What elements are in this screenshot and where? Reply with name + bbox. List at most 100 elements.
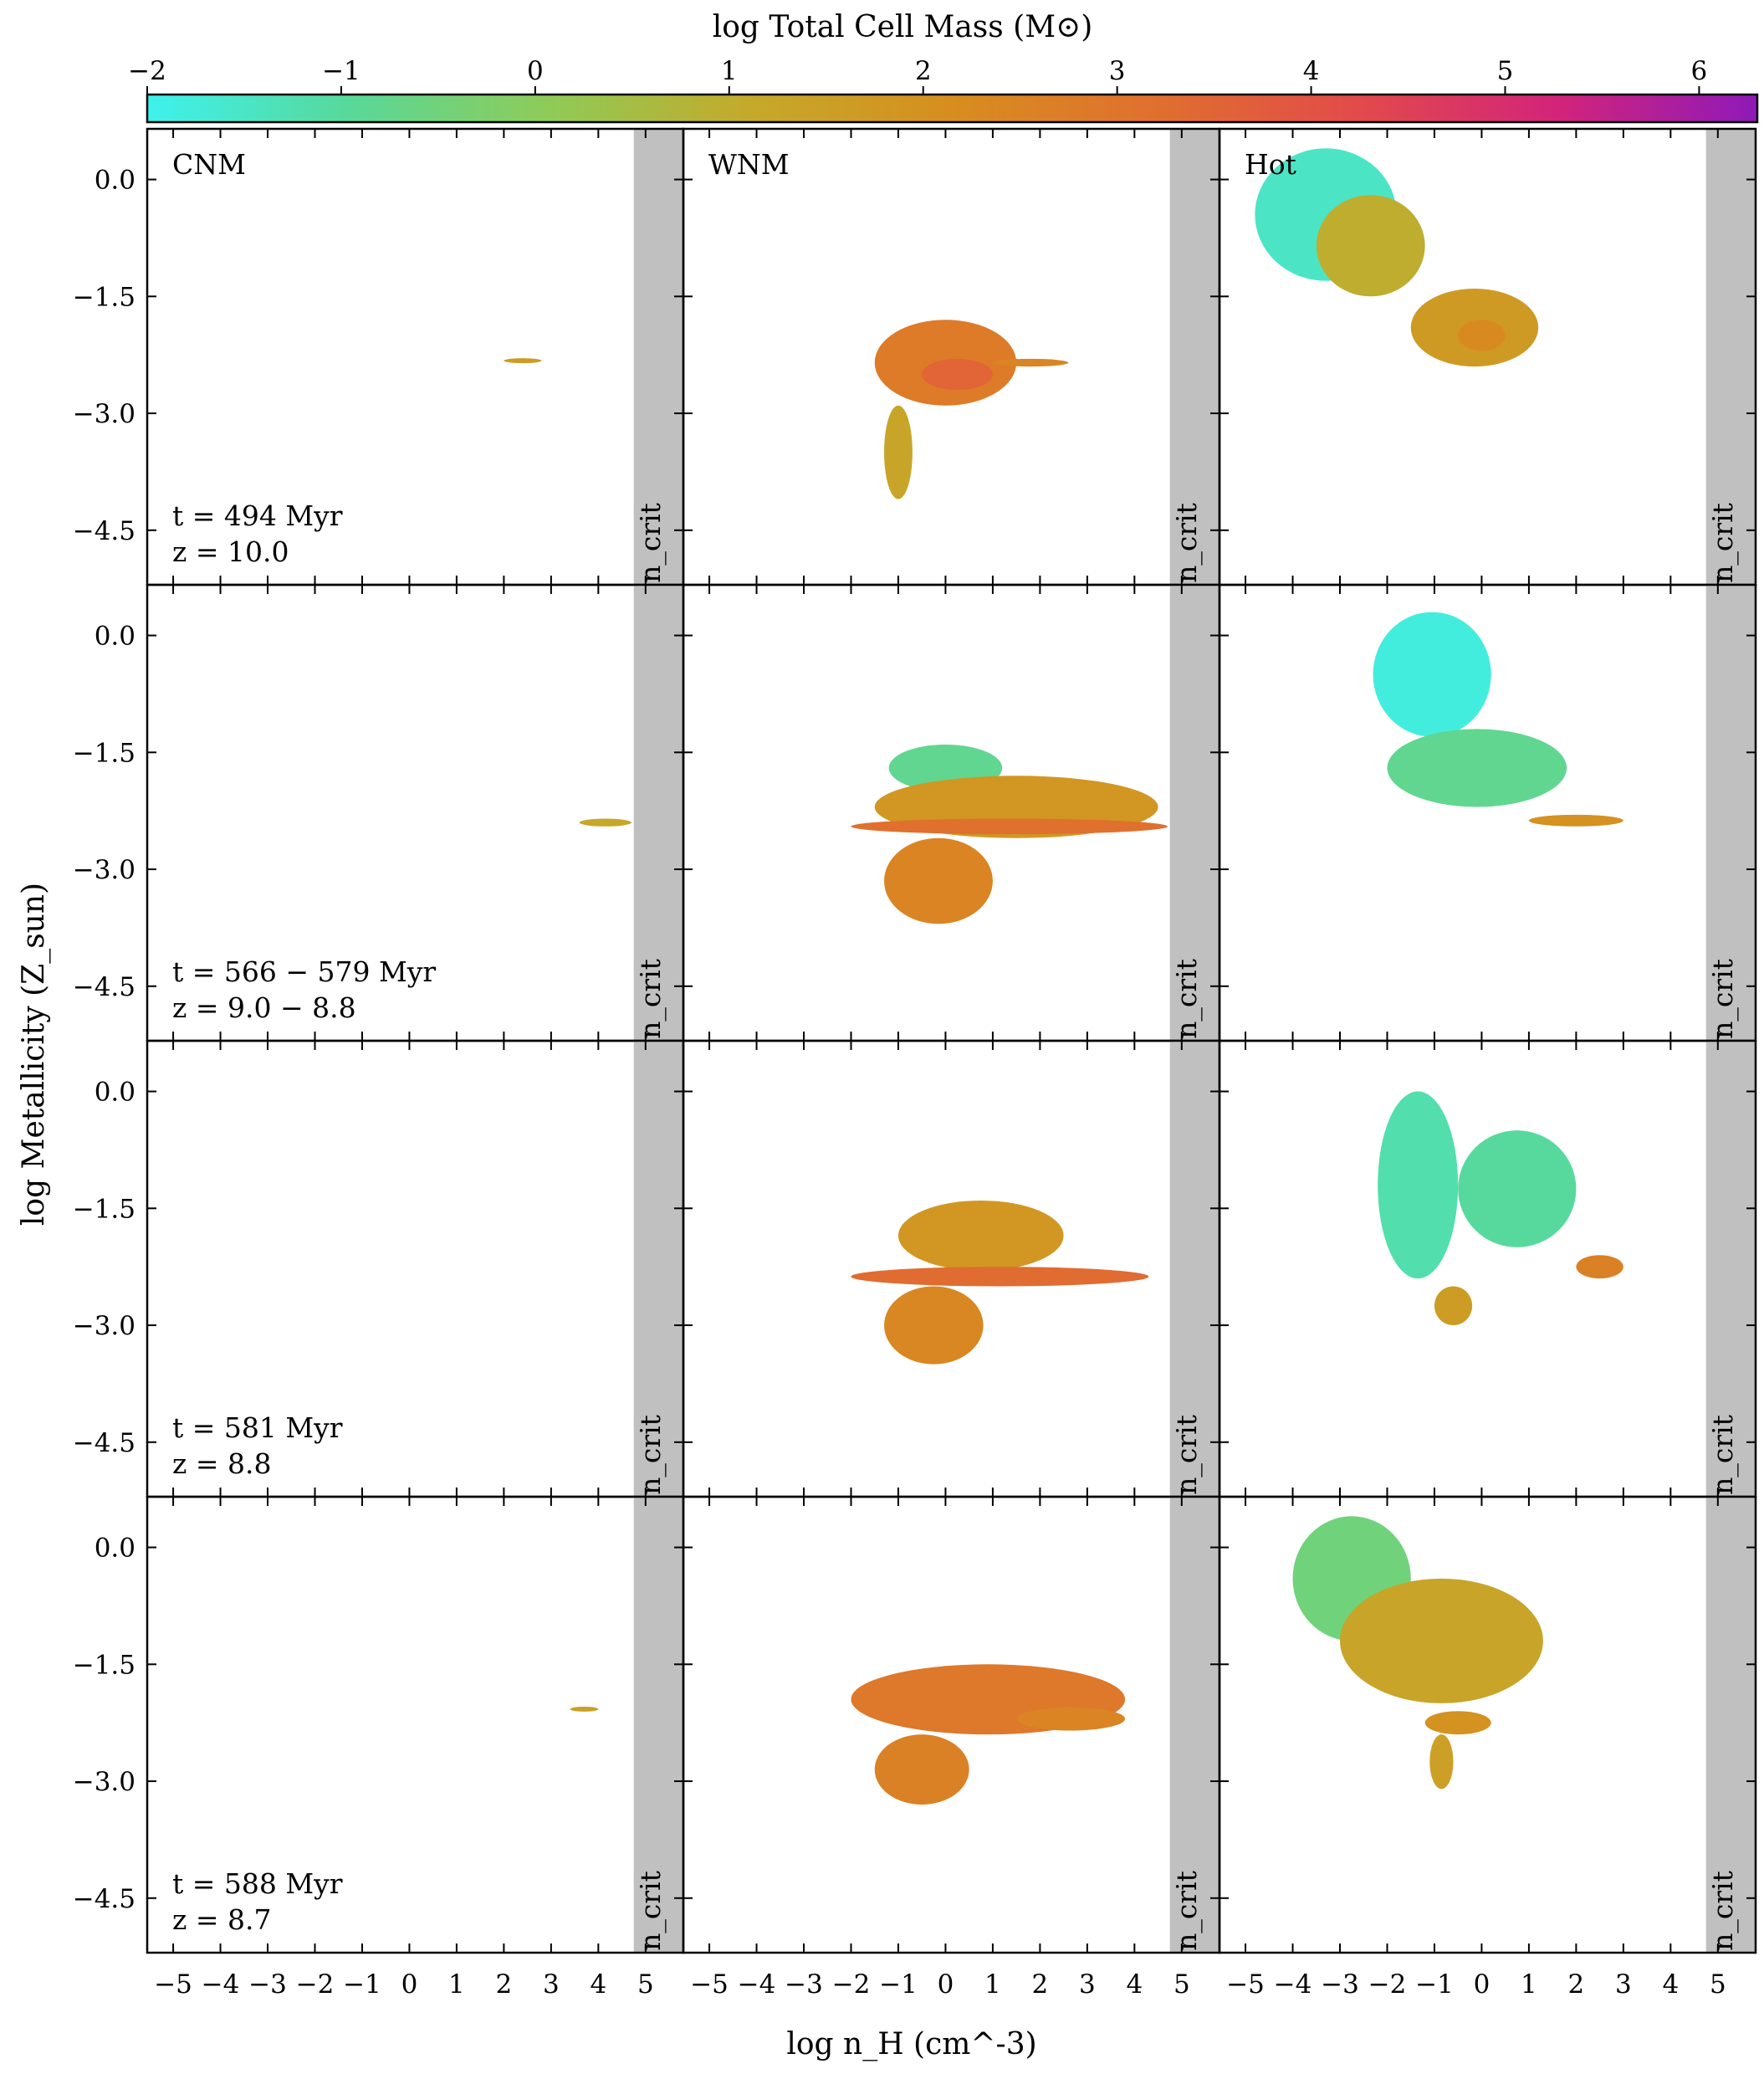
x-tick-label: −4 bbox=[1274, 1969, 1312, 2000]
ncrit-band bbox=[633, 1041, 683, 1497]
x-tick-label: 2 bbox=[1032, 1969, 1049, 2000]
ncrit-label: n_crit bbox=[634, 503, 667, 583]
column-label-wnm: WNM bbox=[708, 148, 790, 181]
y-tick-label: −3.0 bbox=[73, 1311, 135, 1341]
y-tick-label: −3.0 bbox=[73, 855, 135, 885]
x-tick-label: −5 bbox=[690, 1969, 729, 2000]
mass-patch bbox=[1424, 1711, 1491, 1735]
colorbar-tick-label: 5 bbox=[1497, 56, 1514, 86]
mass-patch bbox=[1387, 729, 1567, 807]
x-tick-label: 2 bbox=[1568, 1969, 1585, 2000]
column-label-cnm: CNM bbox=[172, 148, 246, 181]
panel-hot-row3: n_crit bbox=[1218, 1039, 1757, 1498]
x-tick-label: −1 bbox=[1415, 1969, 1454, 2000]
ncrit-band bbox=[1705, 585, 1756, 1041]
colorbar-tick-label: 4 bbox=[1303, 56, 1320, 86]
x-tick-label: −2 bbox=[296, 1969, 335, 2000]
colorbar-tick-label: 0 bbox=[527, 56, 544, 86]
x-tick-label: −1 bbox=[343, 1969, 381, 2000]
time-label: t = 566 − 579 Myr bbox=[172, 955, 436, 988]
x-tick-label: −2 bbox=[832, 1969, 871, 2000]
x-tick-label: −3 bbox=[1321, 1969, 1359, 2000]
x-tick-label: 5 bbox=[1710, 1969, 1726, 2000]
ncrit-label: n_crit bbox=[1170, 1415, 1204, 1495]
ncrit-label: n_crit bbox=[634, 1415, 667, 1495]
x-tick-label: −5 bbox=[1226, 1969, 1265, 2000]
ncrit-band bbox=[633, 585, 683, 1041]
x-tick-label: 3 bbox=[1615, 1969, 1632, 2000]
x-tick-label: 4 bbox=[1662, 1969, 1679, 2000]
y-tick-label: −4.5 bbox=[73, 516, 135, 546]
ncrit-band bbox=[1169, 129, 1219, 585]
x-tick-label: −1 bbox=[879, 1969, 918, 2000]
mass-patch bbox=[1340, 1578, 1543, 1703]
panel-frame bbox=[1218, 1495, 1757, 1954]
x-tick-label: 4 bbox=[1126, 1969, 1143, 2000]
x-tick-label: 5 bbox=[1173, 1969, 1190, 2000]
x-tick-label: 1 bbox=[1521, 1969, 1537, 2000]
mass-patch bbox=[1378, 1091, 1459, 1279]
ncrit-band bbox=[1169, 585, 1219, 1041]
ncrit-label: n_crit bbox=[634, 1871, 667, 1951]
mass-patch bbox=[851, 818, 1168, 835]
redshift-label: z = 10.0 bbox=[172, 535, 289, 568]
mass-patch bbox=[1316, 195, 1425, 297]
redshift-label: z = 8.8 bbox=[172, 1447, 272, 1480]
y-tick-label: 0.0 bbox=[95, 1078, 135, 1108]
time-label: t = 494 Myr bbox=[172, 499, 343, 532]
panel-wnm-row1: n_crit WNM bbox=[682, 127, 1221, 586]
mass-patch bbox=[992, 358, 1069, 367]
mass-patch bbox=[922, 358, 993, 391]
y-axis-title: log Metallicity (Z_sun) bbox=[17, 883, 51, 1226]
x-tick-label: 3 bbox=[543, 1969, 560, 2000]
mass-patch bbox=[1373, 612, 1491, 737]
y-tick-label: −1.5 bbox=[73, 1194, 135, 1224]
x-axis-title: log n_H (cm^-3) bbox=[786, 2027, 1036, 2061]
x-tick-label: 0 bbox=[401, 1969, 418, 2000]
panel-hot-row4: n_crit −5 −4 −3 −2 −1 0 1 2 3 4 5 bbox=[1218, 1495, 1757, 2000]
mass-patch bbox=[1528, 814, 1623, 827]
y-tick-label: −1.5 bbox=[73, 282, 135, 312]
mass-patch bbox=[1576, 1255, 1623, 1279]
ncrit-label: n_crit bbox=[1170, 959, 1204, 1039]
mass-patch bbox=[884, 1286, 984, 1365]
mass-patch bbox=[579, 818, 631, 827]
mass-patch bbox=[1458, 1130, 1577, 1247]
y-tick-label: −4.5 bbox=[73, 1884, 135, 1914]
x-tick-label: −3 bbox=[248, 1969, 287, 2000]
colorbar-tick-label: −2 bbox=[128, 56, 166, 86]
colorbar-tick-label: −1 bbox=[322, 56, 360, 86]
x-tick-label: −2 bbox=[1368, 1969, 1407, 2000]
y-tick-label: −1.5 bbox=[73, 738, 135, 768]
ncrit-label: n_crit bbox=[634, 959, 667, 1039]
redshift-label: z = 9.0 − 8.8 bbox=[172, 991, 356, 1024]
redshift-label: z = 8.7 bbox=[172, 1903, 272, 1936]
panel-wnm-row2: n_crit bbox=[682, 583, 1221, 1042]
x-tick-label: −3 bbox=[785, 1969, 823, 2000]
colorbar-tick-label: 3 bbox=[1109, 56, 1126, 86]
x-tick-label: 2 bbox=[496, 1969, 513, 2000]
ncrit-label: n_crit bbox=[1706, 1871, 1740, 1951]
y-tick-label: −4.5 bbox=[73, 972, 135, 1002]
ncrit-band bbox=[633, 129, 683, 585]
column-label-hot: Hot bbox=[1245, 148, 1296, 181]
time-label: t = 588 Myr bbox=[172, 1867, 343, 1900]
y-tick-label: 0.0 bbox=[95, 1534, 135, 1564]
colorbar-tick-label: 2 bbox=[915, 56, 932, 86]
ncrit-band bbox=[1705, 1497, 1756, 1953]
ncrit-band bbox=[633, 1497, 683, 1953]
mass-patch bbox=[1016, 1707, 1126, 1731]
colorbar-gradient bbox=[146, 93, 1759, 124]
ncrit-label: n_crit bbox=[1706, 1415, 1740, 1495]
y-tick-label: 0.0 bbox=[95, 166, 135, 196]
y-tick-label: 0.0 bbox=[95, 622, 135, 652]
colorbar-ticks: −2 −1 0 1 2 3 4 5 6 bbox=[128, 56, 1707, 95]
mass-patch bbox=[897, 1200, 1064, 1271]
y-tick-label: −4.5 bbox=[73, 1428, 135, 1458]
panel-frame bbox=[1218, 1039, 1757, 1498]
mass-patch bbox=[1434, 1286, 1473, 1326]
